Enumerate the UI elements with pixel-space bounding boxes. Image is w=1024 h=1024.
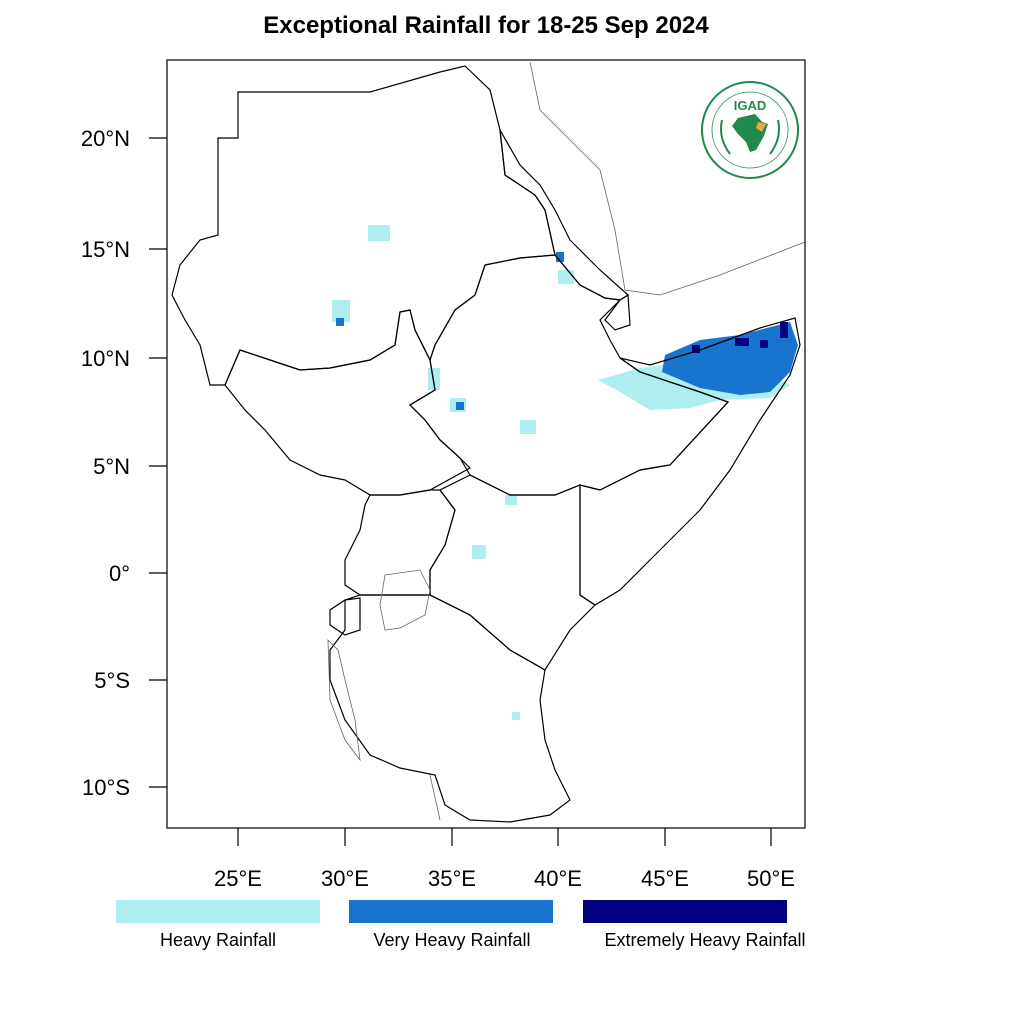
- lon-label-40e: 40°E: [534, 866, 582, 891]
- border-south-sudan: [224, 309, 471, 496]
- legend-swatch-very-heavy: [349, 900, 553, 923]
- lon-label-35e: 35°E: [428, 866, 476, 891]
- rain-heavy-ssudan-1: [428, 368, 440, 390]
- legend-swatch-heavy: [116, 900, 320, 923]
- lat-ticks: [149, 137, 167, 788]
- legend-label-extremely-heavy: Extremely Heavy Rainfall: [604, 930, 806, 950]
- border-somalia: [579, 317, 801, 606]
- legend-label-heavy: Heavy Rainfall: [159, 930, 277, 950]
- lon-label-25e: 25°E: [214, 866, 262, 891]
- rain-extreme-4: [760, 340, 768, 348]
- rain-very-heavy-ethiopia: [556, 252, 564, 262]
- lat-label-15n: 15°N: [80, 237, 130, 262]
- lake-tanganyika: [327, 639, 361, 762]
- lat-label-5s: 5°S: [94, 668, 130, 693]
- country-borders: [171, 65, 801, 823]
- legend-label-very-heavy: Very Heavy Rainfall: [373, 930, 531, 950]
- rain-very-heavy-sudan: [336, 318, 344, 326]
- rain-heavy-kenya-2: [472, 545, 486, 559]
- rain-heavy-tz-1: [512, 712, 520, 720]
- lake-malawi-edge: [429, 774, 441, 821]
- red-sea-coast: [529, 61, 806, 296]
- lon-label-50e: 50°E: [747, 866, 795, 891]
- rain-heavy-sudan-1: [368, 225, 390, 241]
- lake-victoria: [379, 569, 431, 631]
- lon-label-45e: 45°E: [641, 866, 689, 891]
- rain-heavy-ethiopia-1: [558, 270, 574, 284]
- lat-label-5n: 5°N: [93, 454, 130, 479]
- rain-extreme-1: [735, 338, 749, 346]
- lat-label-10s: 10°S: [82, 775, 130, 800]
- map-frame: [166, 59, 806, 829]
- border-uganda: [344, 489, 456, 596]
- igad-logo: IGAD: [700, 80, 800, 180]
- lon-ticks: [237, 828, 772, 846]
- logo-text: IGAD: [734, 98, 767, 113]
- rain-extreme-2: [692, 345, 700, 353]
- rain-very-heavy-ssudan: [456, 402, 464, 410]
- lat-label-20n: 20°N: [80, 126, 130, 151]
- legend-swatch-extremely-heavy: [583, 900, 787, 923]
- rainfall-extremely-heavy-areas: [692, 322, 788, 353]
- border-tanzania: [329, 594, 571, 823]
- rain-extreme-3: [780, 322, 788, 338]
- map-title: Exceptional Rainfall for 18-25 Sep 2024: [263, 12, 709, 39]
- lon-label-30e: 30°E: [321, 866, 369, 891]
- rainfall-heavy-areas: [332, 225, 790, 720]
- rain-heavy-ethiopia-2: [520, 420, 536, 434]
- rain-heavy-sudan-2: [332, 300, 350, 322]
- lakes-and-rivers: [327, 61, 806, 821]
- rain-heavy-kenya-1: [505, 495, 517, 505]
- lat-label-0: 0°: [108, 561, 130, 586]
- border-rwanda-burundi: [329, 597, 361, 636]
- border-djibouti: [604, 293, 631, 331]
- lat-label-10n: 10°N: [80, 346, 130, 371]
- border-sudan: [171, 65, 556, 386]
